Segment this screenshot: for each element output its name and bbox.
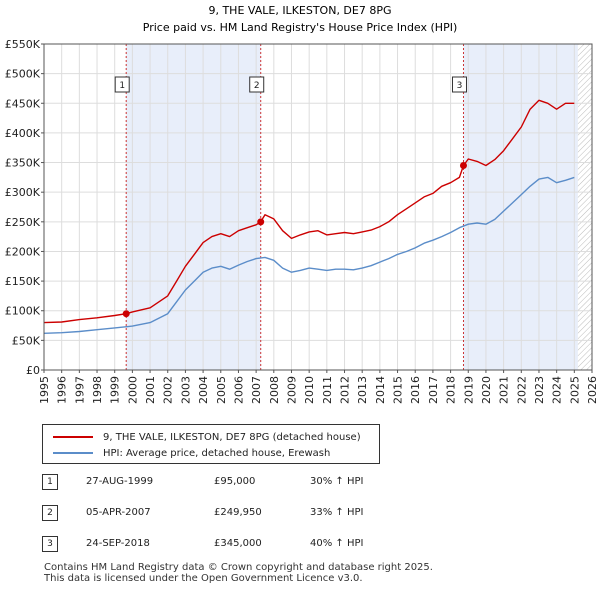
x-tick-label: 2018 bbox=[445, 376, 458, 404]
sale-row: 2 05-APR-2007 £249,950 33% ↑ HPI bbox=[42, 505, 422, 521]
legend: 9, THE VALE, ILKESTON, DE7 8PG (detached… bbox=[42, 424, 380, 464]
x-tick-label: 1996 bbox=[56, 376, 69, 404]
legend-swatch-property bbox=[53, 436, 93, 438]
x-tick-label: 2011 bbox=[321, 376, 334, 404]
x-tick-label: 2009 bbox=[285, 376, 298, 404]
sale-marker-label: 1 bbox=[119, 81, 125, 91]
x-tick-label: 2007 bbox=[250, 376, 263, 404]
property-price-line bbox=[43, 99, 575, 324]
forecast-hatch bbox=[577, 44, 592, 370]
y-tick-label: £250K bbox=[5, 216, 41, 229]
sale-number: 1 bbox=[42, 474, 58, 490]
sale-point bbox=[122, 310, 130, 318]
chart-title: 9, THE VALE, ILKESTON, DE7 8PG bbox=[208, 4, 391, 17]
plot-border bbox=[43, 43, 593, 371]
x-tick-label: 1997 bbox=[73, 376, 86, 404]
y-tick-label: £500K bbox=[5, 68, 41, 81]
sale-hpi-change: 30% ↑ HPI bbox=[310, 476, 364, 487]
sale-row: 1 27-AUG-1999 £95,000 30% ↑ HPI bbox=[42, 474, 422, 490]
x-tick-label: 2004 bbox=[197, 376, 210, 404]
price-chart: 9, THE VALE, ILKESTON, DE7 8PG Price pai… bbox=[5, 4, 599, 404]
x-tick-label: 2012 bbox=[339, 376, 352, 404]
footer-licence: This data is licensed under the Open Gov… bbox=[44, 573, 363, 584]
legend-label-property: 9, THE VALE, ILKESTON, DE7 8PG (detached… bbox=[103, 431, 361, 443]
legend-item-hpi: HPI: Average price, detached house, Erew… bbox=[53, 446, 330, 460]
x-tick-label: 2002 bbox=[162, 376, 175, 404]
legend-label-hpi: HPI: Average price, detached house, Erew… bbox=[103, 447, 331, 459]
x-tick-label: 1998 bbox=[91, 376, 104, 404]
x-tick-label: 2003 bbox=[179, 376, 192, 404]
y-tick-label: £200K bbox=[5, 245, 41, 258]
y-tick-label: £50K bbox=[12, 334, 41, 347]
x-tick-label: 2013 bbox=[356, 376, 369, 404]
x-tick-label: 2020 bbox=[480, 376, 493, 404]
sale-number: 2 bbox=[42, 505, 58, 521]
footer: Contains HM Land Registry data © Crown c… bbox=[44, 562, 433, 584]
sale-price: £249,950 bbox=[214, 507, 262, 518]
x-tick-label: 2017 bbox=[427, 376, 440, 404]
sale-price: £95,000 bbox=[214, 476, 256, 487]
y-tick-label: £450K bbox=[5, 97, 41, 110]
y-tick-label: £300K bbox=[5, 186, 41, 199]
x-tick-label: 2000 bbox=[126, 376, 139, 404]
x-tick-label: 2025 bbox=[568, 376, 581, 404]
y-tick-label: £0 bbox=[26, 364, 40, 377]
sale-marker-label: 3 bbox=[457, 81, 463, 91]
y-tick-label: £400K bbox=[5, 127, 41, 140]
x-tick-label: 2014 bbox=[374, 376, 387, 404]
x-tick-label: 2026 bbox=[586, 376, 599, 404]
x-tick-label: 2015 bbox=[392, 376, 405, 404]
x-tick-label: 2006 bbox=[232, 376, 245, 404]
sale-date: 27-AUG-1999 bbox=[86, 476, 154, 487]
x-tick-label: 2016 bbox=[409, 376, 422, 404]
sale-number: 3 bbox=[42, 536, 58, 552]
x-tick-label: 2010 bbox=[303, 376, 316, 404]
sale-point bbox=[257, 218, 265, 226]
x-tick-label: 2021 bbox=[498, 376, 511, 404]
sale-price: £345,000 bbox=[214, 538, 262, 549]
sale-marker-box bbox=[249, 76, 265, 93]
sale-marker-label: 2 bbox=[254, 81, 260, 91]
x-tick-label: 2005 bbox=[215, 376, 228, 404]
x-tick-label: 2019 bbox=[462, 376, 475, 404]
x-tick-label: 2001 bbox=[144, 376, 157, 404]
footer-copyright: Contains HM Land Registry data © Crown c… bbox=[44, 562, 433, 573]
sale-marker-box bbox=[451, 76, 467, 93]
y-tick-label: £150K bbox=[5, 275, 41, 288]
y-tick-label: £100K bbox=[5, 305, 41, 318]
x-tick-label: 2022 bbox=[515, 376, 528, 404]
sale-hpi-change: 33% ↑ HPI bbox=[310, 507, 364, 518]
ownership-shade bbox=[463, 44, 578, 370]
sale-point bbox=[459, 162, 467, 170]
chart-subtitle: Price paid vs. HM Land Registry's House … bbox=[143, 21, 458, 34]
ownership-shade bbox=[126, 44, 261, 370]
sale-date: 24-SEP-2018 bbox=[86, 538, 150, 549]
sale-date: 05-APR-2007 bbox=[86, 507, 151, 518]
x-tick-label: 2023 bbox=[533, 376, 546, 404]
sale-hpi-change: 40% ↑ HPI bbox=[310, 538, 364, 549]
y-tick-label: £350K bbox=[5, 157, 41, 170]
legend-item-property: 9, THE VALE, ILKESTON, DE7 8PG (detached… bbox=[53, 430, 361, 444]
hpi-line bbox=[43, 176, 575, 334]
sale-marker-box bbox=[114, 76, 130, 93]
y-tick-label: £550K bbox=[5, 38, 41, 51]
x-tick-label: 2008 bbox=[268, 376, 281, 404]
x-tick-label: 1999 bbox=[109, 376, 122, 404]
sale-row: 3 24-SEP-2018 £345,000 40% ↑ HPI bbox=[42, 536, 422, 552]
x-tick-label: 1995 bbox=[38, 376, 51, 404]
x-tick-label: 2024 bbox=[551, 376, 564, 404]
legend-swatch-hpi bbox=[53, 452, 93, 454]
